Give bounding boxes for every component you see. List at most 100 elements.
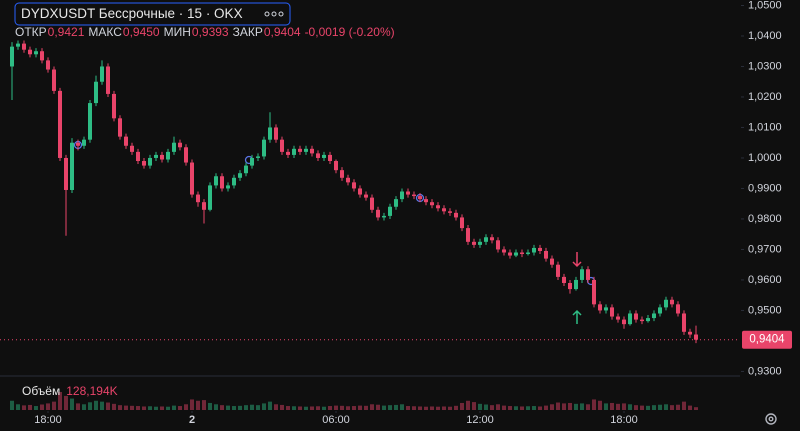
volume-bar <box>160 406 164 410</box>
candle-body <box>46 60 50 70</box>
candle-body <box>550 258 554 265</box>
volume-bar <box>496 404 500 410</box>
y-tick-label: 0,9800 <box>748 213 782 225</box>
candle-body <box>682 313 686 332</box>
candle-body <box>280 139 284 152</box>
candle-body <box>562 276 566 283</box>
candle-body <box>478 241 482 245</box>
candle-body <box>472 241 476 245</box>
volume-bar <box>196 400 200 410</box>
volume-bar <box>628 404 632 410</box>
volume-bar <box>568 402 572 410</box>
volume-bar <box>268 401 272 410</box>
volume-bar <box>586 404 590 410</box>
candle-body <box>544 250 548 259</box>
volume-bar <box>382 405 386 410</box>
volume-bar <box>286 406 290 410</box>
candle-body <box>238 173 242 178</box>
volume-bar <box>28 404 32 410</box>
candle-body <box>538 247 542 251</box>
candle-body <box>226 185 230 189</box>
volume-bars <box>10 391 698 410</box>
volume-bar <box>634 405 638 410</box>
last-price-label: 0,9404 <box>749 334 785 346</box>
volume-bar <box>478 403 482 410</box>
volume-bar <box>652 405 656 410</box>
y-tick-label: 0,9300 <box>748 365 782 377</box>
candle-body <box>82 139 86 146</box>
candle-body <box>364 194 368 198</box>
volume-bar <box>148 406 152 410</box>
volume-bar <box>226 405 230 410</box>
candle-body <box>508 252 512 256</box>
volume-bar <box>658 404 662 410</box>
volume-bar <box>46 403 50 410</box>
volume-bar <box>292 406 296 410</box>
y-tick-label: 0,9600 <box>748 274 782 286</box>
volume-bar <box>370 404 374 410</box>
volume-bar <box>592 399 596 410</box>
volume-bar <box>184 404 188 410</box>
candle-body <box>310 148 314 154</box>
candle-body <box>100 66 104 82</box>
volume-bar <box>682 401 686 410</box>
candle-body <box>316 153 320 158</box>
candle-body <box>148 157 152 166</box>
volume-bar <box>358 405 362 410</box>
volume-bar <box>424 406 428 410</box>
y-tick-label: 1,0100 <box>748 121 782 133</box>
volume-bar <box>16 404 20 410</box>
y-tick-label: 1,0500 <box>748 0 782 11</box>
price-change: -0,0019 (-0.20%) <box>305 25 395 39</box>
volume-bar <box>232 406 236 410</box>
candle-body <box>40 51 44 61</box>
candle-body <box>196 194 200 203</box>
volume-bar <box>118 405 122 410</box>
sell-arrow <box>572 252 582 268</box>
candle-body <box>388 206 392 216</box>
candle-body <box>184 147 188 163</box>
candle-body <box>676 304 680 314</box>
candle-body <box>412 194 416 197</box>
candle-body <box>616 316 620 320</box>
candle-body <box>136 151 140 162</box>
candle-body <box>484 237 488 242</box>
more-icon[interactable] <box>264 11 284 17</box>
volume-bar <box>304 406 308 410</box>
ohlc-value: 0,9421 <box>48 25 85 39</box>
volume-bar <box>490 405 494 410</box>
candle-body <box>328 154 332 162</box>
candle-body <box>52 69 56 91</box>
volume-bar <box>598 400 602 410</box>
candle-body <box>178 142 182 148</box>
candle-body <box>160 154 164 160</box>
volume-bar <box>298 406 302 410</box>
candle-body <box>526 252 530 255</box>
volume-bar <box>178 406 182 410</box>
volume-bar <box>676 404 680 410</box>
volume-bar <box>220 405 224 410</box>
candle-body <box>580 269 584 280</box>
volume-bar <box>322 406 326 410</box>
settings-icon[interactable] <box>765 413 777 425</box>
candle-body <box>502 249 506 253</box>
candle-body <box>94 81 98 104</box>
volume-bar <box>82 404 86 410</box>
candle-body <box>16 43 20 47</box>
volume-bar <box>538 406 542 410</box>
candle-body <box>424 199 428 203</box>
symbol-box[interactable] <box>14 2 291 26</box>
y-tick-label: 1,0400 <box>748 30 782 42</box>
candle-body <box>262 139 266 157</box>
volume-bar <box>694 407 698 410</box>
candle-body <box>604 307 608 311</box>
candle-body <box>268 127 272 140</box>
x-tick-label: 06:00 <box>322 414 350 426</box>
volume-bar <box>442 406 446 410</box>
candle-body <box>298 148 302 152</box>
candle-body <box>466 228 470 242</box>
volume-bar <box>124 405 128 410</box>
candle-body <box>28 49 32 55</box>
candle-body <box>358 188 362 195</box>
